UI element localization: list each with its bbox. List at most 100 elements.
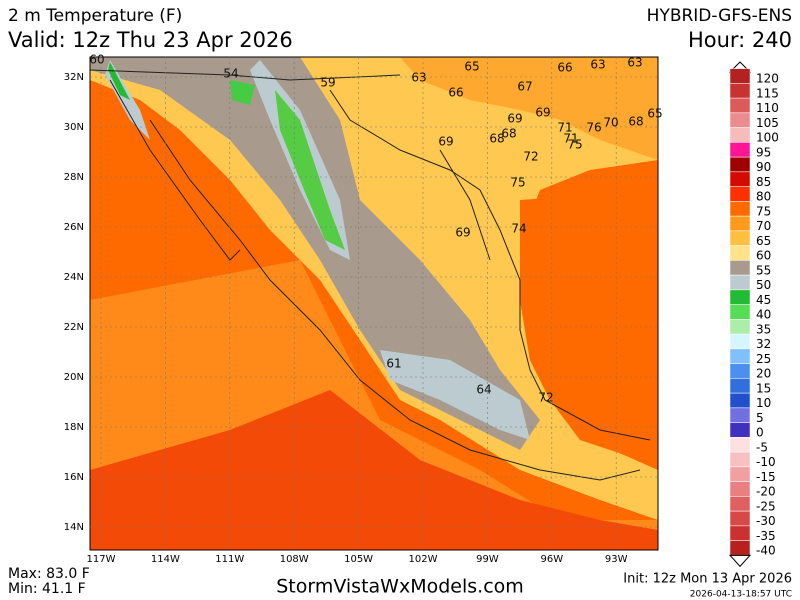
station-value: 60 — [89, 53, 104, 67]
station-value: 65 — [647, 107, 662, 121]
colorbar-swatch — [729, 525, 751, 541]
colorbar-label: 105 — [756, 116, 779, 130]
lat-label: 26N — [64, 222, 84, 233]
lon-label: 108W — [280, 554, 309, 565]
valid-time: Valid: 12z Thu 23 Apr 2026 — [8, 28, 293, 52]
colorbar-label: 100 — [756, 131, 779, 145]
colorbar-swatch — [729, 260, 751, 276]
station-value: 63 — [627, 56, 642, 70]
station-value: 59 — [320, 76, 335, 90]
colorbar-swatch — [729, 215, 751, 232]
station-value: 71 — [563, 132, 578, 146]
colorbar-swatch — [729, 245, 751, 261]
colorbar-label: 65 — [756, 234, 771, 248]
colorbar-swatch — [729, 319, 751, 335]
colorbar-label: 0 — [756, 426, 764, 440]
colorbar-swatch — [729, 186, 751, 202]
colorbar-label: -30 — [756, 514, 776, 528]
lat-label: 30N — [64, 122, 84, 133]
station-value: 75 — [567, 138, 582, 152]
colorbar-label: -35 — [756, 529, 776, 543]
colorbar-swatch — [729, 142, 751, 158]
colorbar-label: -10 — [756, 455, 776, 469]
colorbar-label: 60 — [756, 249, 771, 263]
colorbar-swatch — [729, 407, 751, 423]
title: 2 m Temperature (F) — [8, 6, 182, 26]
lat-label: 24N — [64, 272, 84, 283]
station-value: 68 — [501, 127, 516, 141]
colorbar-swatch — [729, 466, 751, 482]
colorbar-label: -20 — [756, 485, 776, 499]
colorbar-label: 45 — [756, 293, 771, 307]
lon-label: 102W — [409, 554, 438, 565]
station-value: 70 — [603, 116, 618, 130]
max-value: Max: 83.0 F — [8, 566, 90, 582]
station-value: 69 — [455, 226, 470, 240]
station-value: 54 — [223, 67, 238, 81]
lon-label: 96W — [540, 554, 563, 565]
colorbar-label: -40 — [756, 544, 776, 558]
site-name: StormVistaWxModels.com — [276, 576, 524, 598]
station-value: 74 — [511, 222, 526, 236]
colorbar-label: 10 — [756, 396, 771, 410]
station-value: 61 — [386, 357, 401, 371]
colorbar-label: 95 — [756, 145, 771, 159]
colorbar-swatch — [729, 333, 751, 350]
lat-label: 16N — [64, 472, 84, 483]
colorbar-label: -25 — [756, 499, 776, 513]
station-value: 67 — [517, 80, 532, 94]
station-value: 72 — [538, 391, 553, 405]
lat-label: 14N — [64, 522, 84, 533]
colorbar-swatch — [729, 83, 751, 99]
station-value: 63 — [590, 58, 605, 72]
colorbar-swatch — [729, 363, 751, 379]
colorbar-label: 20 — [756, 367, 771, 381]
colorbar-label: -5 — [756, 440, 768, 454]
lon-label: 117W — [87, 554, 116, 565]
map — [90, 57, 658, 550]
colorbar-label: 120 — [756, 72, 779, 86]
station-value: 68 — [489, 132, 504, 146]
colorbar-label: 110 — [756, 101, 779, 115]
lon-label: 93W — [605, 554, 628, 565]
min-value: Min: 41.1 F — [8, 581, 86, 597]
station-value: 68 — [628, 115, 643, 129]
colorbar-label: 70 — [756, 219, 771, 233]
colorbar-swatch — [729, 481, 751, 497]
colorbar-swatch — [729, 496, 751, 512]
lat-label: 32N — [64, 72, 84, 83]
colorbar-swatch — [729, 112, 751, 128]
colorbar-swatch — [729, 201, 751, 217]
colorbar-label: 80 — [756, 190, 771, 204]
lat-label: 20N — [64, 372, 84, 383]
colorbar-label: 5 — [756, 411, 764, 425]
station-value: 75 — [510, 176, 525, 190]
colorbar-label: 50 — [756, 278, 771, 292]
colorbar-swatch — [729, 451, 751, 468]
colorbar-label: 40 — [756, 308, 771, 322]
station-value: 69 — [438, 135, 453, 149]
station-value: 69 — [507, 112, 522, 126]
colorbar-swatch — [729, 510, 751, 527]
lat-label: 22N — [64, 322, 84, 333]
colorbar-swatch — [729, 437, 751, 453]
colorbar-swatch — [729, 289, 751, 305]
model-name: HYBRID-GFS-ENS — [647, 6, 792, 26]
colorbar-label: 55 — [756, 263, 771, 277]
colorbar-swatch — [729, 378, 751, 394]
colorbar-swatch — [729, 274, 751, 291]
colorbar-swatch — [729, 348, 751, 364]
colorbar-label: 75 — [756, 204, 771, 218]
colorbar-swatch — [729, 171, 751, 187]
colorbar-swatch — [729, 230, 751, 246]
colorbar-swatch — [729, 156, 751, 173]
colorbar-label: -15 — [756, 470, 776, 484]
lon-label: 111W — [215, 554, 244, 565]
colorbar-swatch — [729, 540, 751, 556]
colorbar-swatch — [729, 127, 751, 143]
station-value: 63 — [411, 71, 426, 85]
station-value: 65 — [464, 60, 479, 74]
lon-label: 114W — [151, 554, 180, 565]
lat-label: 18N — [64, 422, 84, 433]
